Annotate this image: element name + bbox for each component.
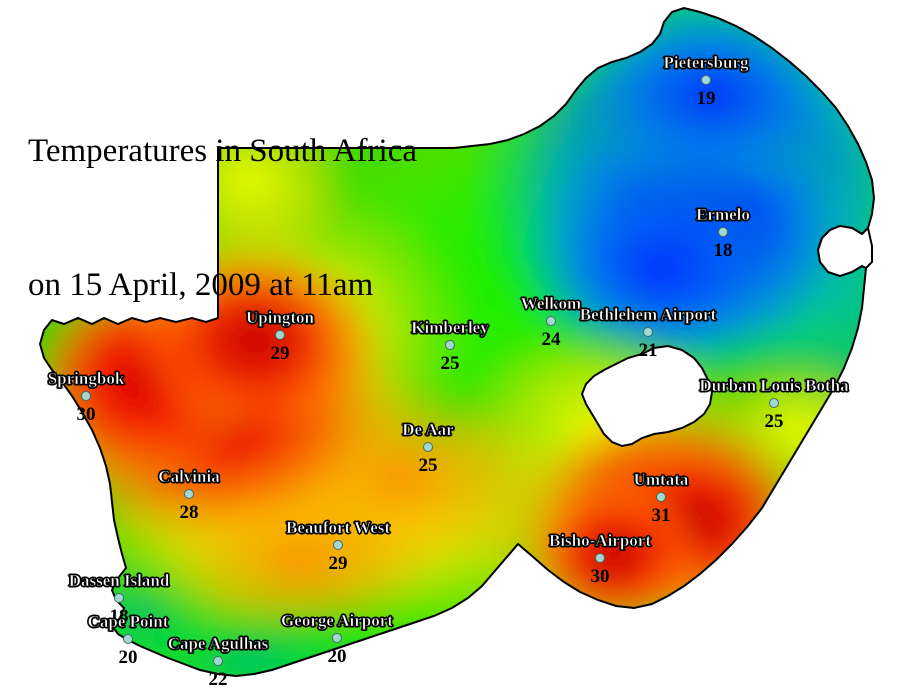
station-label: Cape Point <box>87 612 169 632</box>
country-outline <box>38 6 876 678</box>
station-dot-icon[interactable] <box>656 492 666 502</box>
station-dot-icon[interactable] <box>123 634 133 644</box>
station-label: Upington <box>245 308 315 328</box>
station-label: Bisho-Airport <box>549 531 652 551</box>
station-temperature-value: 30 <box>76 404 96 425</box>
station-label: Pietersburg <box>663 53 749 73</box>
station-dot-icon[interactable] <box>332 633 342 643</box>
station-temperature-value: 20 <box>118 647 138 668</box>
map-title: Temperatures in South Africa on 15 April… <box>28 40 417 396</box>
station-label: Calvinia <box>158 467 220 487</box>
station-label: Beaufort West <box>285 518 391 538</box>
station-label: Cape Agulhas <box>167 634 269 654</box>
station-dot-icon[interactable] <box>769 398 779 408</box>
station-temperature-value: 29 <box>270 343 290 364</box>
station-dot-icon[interactable] <box>643 327 653 337</box>
station-dot-icon[interactable] <box>213 656 223 666</box>
station-temperature-value: 18 <box>713 240 733 261</box>
station-temperature-value: 29 <box>328 553 348 574</box>
station-temperature-value: 22 <box>208 669 228 690</box>
station-label: Springbok <box>47 369 125 389</box>
station-label: De Aar <box>402 420 454 440</box>
title-line-1: Temperatures in South Africa <box>28 133 417 170</box>
station-temperature-value: 20 <box>327 646 347 667</box>
station-temperature-value: 25 <box>764 411 784 432</box>
station-label: Durban Louis Botha <box>699 376 849 396</box>
station-label: Dassen Island <box>68 571 170 591</box>
station-temperature-value: 28 <box>179 502 199 523</box>
station-dot-icon[interactable] <box>333 540 343 550</box>
station-temperature-value: 31 <box>651 505 671 526</box>
station-label: Kimberley <box>411 318 489 338</box>
station-label: George Airport <box>281 611 393 631</box>
station-label: Ermelo <box>696 205 750 225</box>
station-dot-icon[interactable] <box>701 75 711 85</box>
station-temperature-value: 24 <box>541 329 561 350</box>
station-dot-icon[interactable] <box>275 330 285 340</box>
swaziland-enclave <box>816 224 873 278</box>
station-temperature-value: 21 <box>638 340 658 361</box>
station-temperature-value: 25 <box>418 455 438 476</box>
station-temperature-value: 19 <box>696 88 716 109</box>
station-dot-icon[interactable] <box>445 340 455 350</box>
station-label: Welkom <box>520 294 582 314</box>
station-temperature-value: 18 <box>109 606 129 627</box>
station-label: Bethlehem Airport <box>579 305 717 325</box>
station-dot-icon[interactable] <box>546 316 556 326</box>
lesotho-enclave <box>580 344 714 448</box>
station-dot-icon[interactable] <box>718 227 728 237</box>
station-label: Umtata <box>633 470 689 490</box>
station-dot-icon[interactable] <box>114 593 124 603</box>
station-dot-icon[interactable] <box>184 489 194 499</box>
station-temperature-value: 30 <box>590 566 610 587</box>
title-line-2: on 15 April, 2009 at 11am <box>28 266 374 303</box>
station-temperature-value: 25 <box>440 353 460 374</box>
station-dot-icon[interactable] <box>595 553 605 563</box>
station-dot-icon[interactable] <box>81 391 91 401</box>
station-dot-icon[interactable] <box>423 442 433 452</box>
